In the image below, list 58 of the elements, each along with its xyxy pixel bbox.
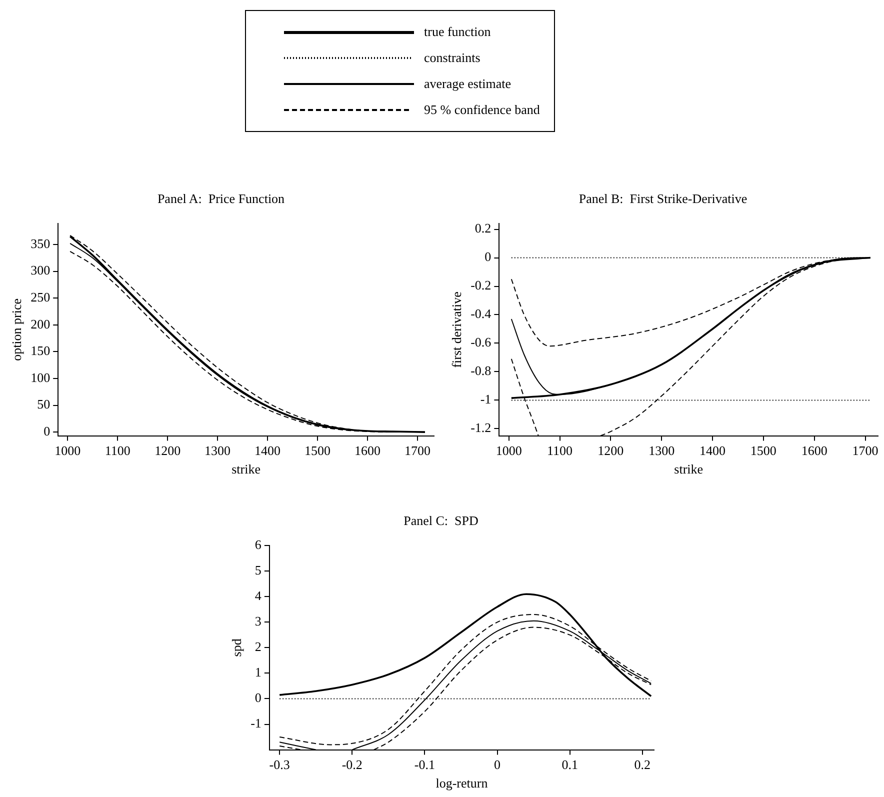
x-tick-label: 0.2 xyxy=(634,757,651,772)
x-tick-label: -0.2 xyxy=(342,757,362,772)
legend-label: 95 % confidence band xyxy=(424,102,540,118)
legend-label: constraints xyxy=(424,50,480,66)
y-tick-label: 0 xyxy=(484,249,492,264)
x-axis-title: log-return xyxy=(436,776,488,791)
y-tick-label: -0.6 xyxy=(470,334,492,350)
y-tick-label: -0.4 xyxy=(470,306,492,322)
y-tick-label: 150 xyxy=(30,343,50,358)
x-tick-label: 1500 xyxy=(750,443,776,458)
legend-label: average estimate xyxy=(424,76,511,92)
x-tick-label: 1600 xyxy=(801,443,828,458)
y-tick-label: -1 xyxy=(250,716,262,731)
y-tick-label: 0 xyxy=(44,423,50,438)
x-tick-label: 0.1 xyxy=(562,757,578,772)
y-tick-label: 250 xyxy=(30,290,50,305)
y-tick-label: -0.2 xyxy=(470,278,492,293)
y-tick-label: -1.2 xyxy=(470,420,492,436)
x-tick-label: -0.3 xyxy=(269,757,290,772)
x-tick-label: 1300 xyxy=(648,443,675,458)
legend-label: true function xyxy=(424,24,491,40)
y-tick-label: 3 xyxy=(254,614,262,629)
y-tick-label: 0 xyxy=(254,690,262,706)
y-tick-label: 350 xyxy=(30,236,50,251)
x-tick-label: 1200 xyxy=(598,443,624,458)
y-tick-label: 200 xyxy=(30,316,50,332)
x-tick-label: 1300 xyxy=(204,443,231,458)
chart-title: Panel A: Price Function xyxy=(157,191,286,206)
x-axis-title: strike xyxy=(232,462,261,477)
y-tick-label: 1 xyxy=(254,664,262,680)
x-tick-label: 1100 xyxy=(104,443,130,458)
y-tick-label: 2 xyxy=(254,639,262,654)
y-tick-label: -1 xyxy=(480,392,492,407)
y-tick-label: -0.8 xyxy=(470,363,492,378)
x-tick-label: 1400 xyxy=(700,443,726,458)
y-axis-title: spd xyxy=(229,638,244,657)
x-axis-title: strike xyxy=(674,462,704,477)
x-tick-label: 1500 xyxy=(304,443,331,458)
y-tick-label: 100 xyxy=(30,370,50,385)
y-axis-title: option price xyxy=(9,298,24,361)
x-tick-label: 1000 xyxy=(496,443,522,458)
x-tick-label: 1600 xyxy=(354,443,381,458)
y-tick-label: 5 xyxy=(254,562,262,578)
y-tick-label: 0.2 xyxy=(474,220,492,236)
x-tick-label: 1200 xyxy=(154,443,181,458)
x-tick-label: 1000 xyxy=(54,443,81,458)
chart-title: Panel B: First Strike-Derivative xyxy=(578,191,748,206)
x-tick-label: 1700 xyxy=(852,443,878,458)
y-tick-label: 50 xyxy=(37,396,50,412)
x-tick-label: 1700 xyxy=(404,443,431,458)
y-tick-label: 300 xyxy=(30,262,50,278)
y-axis-title: first derivative xyxy=(449,291,464,368)
y-tick-label: 6 xyxy=(254,537,262,552)
chart-title: Panel C: SPD xyxy=(404,513,478,528)
y-tick-label: 4 xyxy=(254,588,262,604)
x-tick-label: 1100 xyxy=(547,443,573,458)
x-tick-label: 1400 xyxy=(254,443,281,458)
x-tick-label: -0.1 xyxy=(414,757,436,772)
